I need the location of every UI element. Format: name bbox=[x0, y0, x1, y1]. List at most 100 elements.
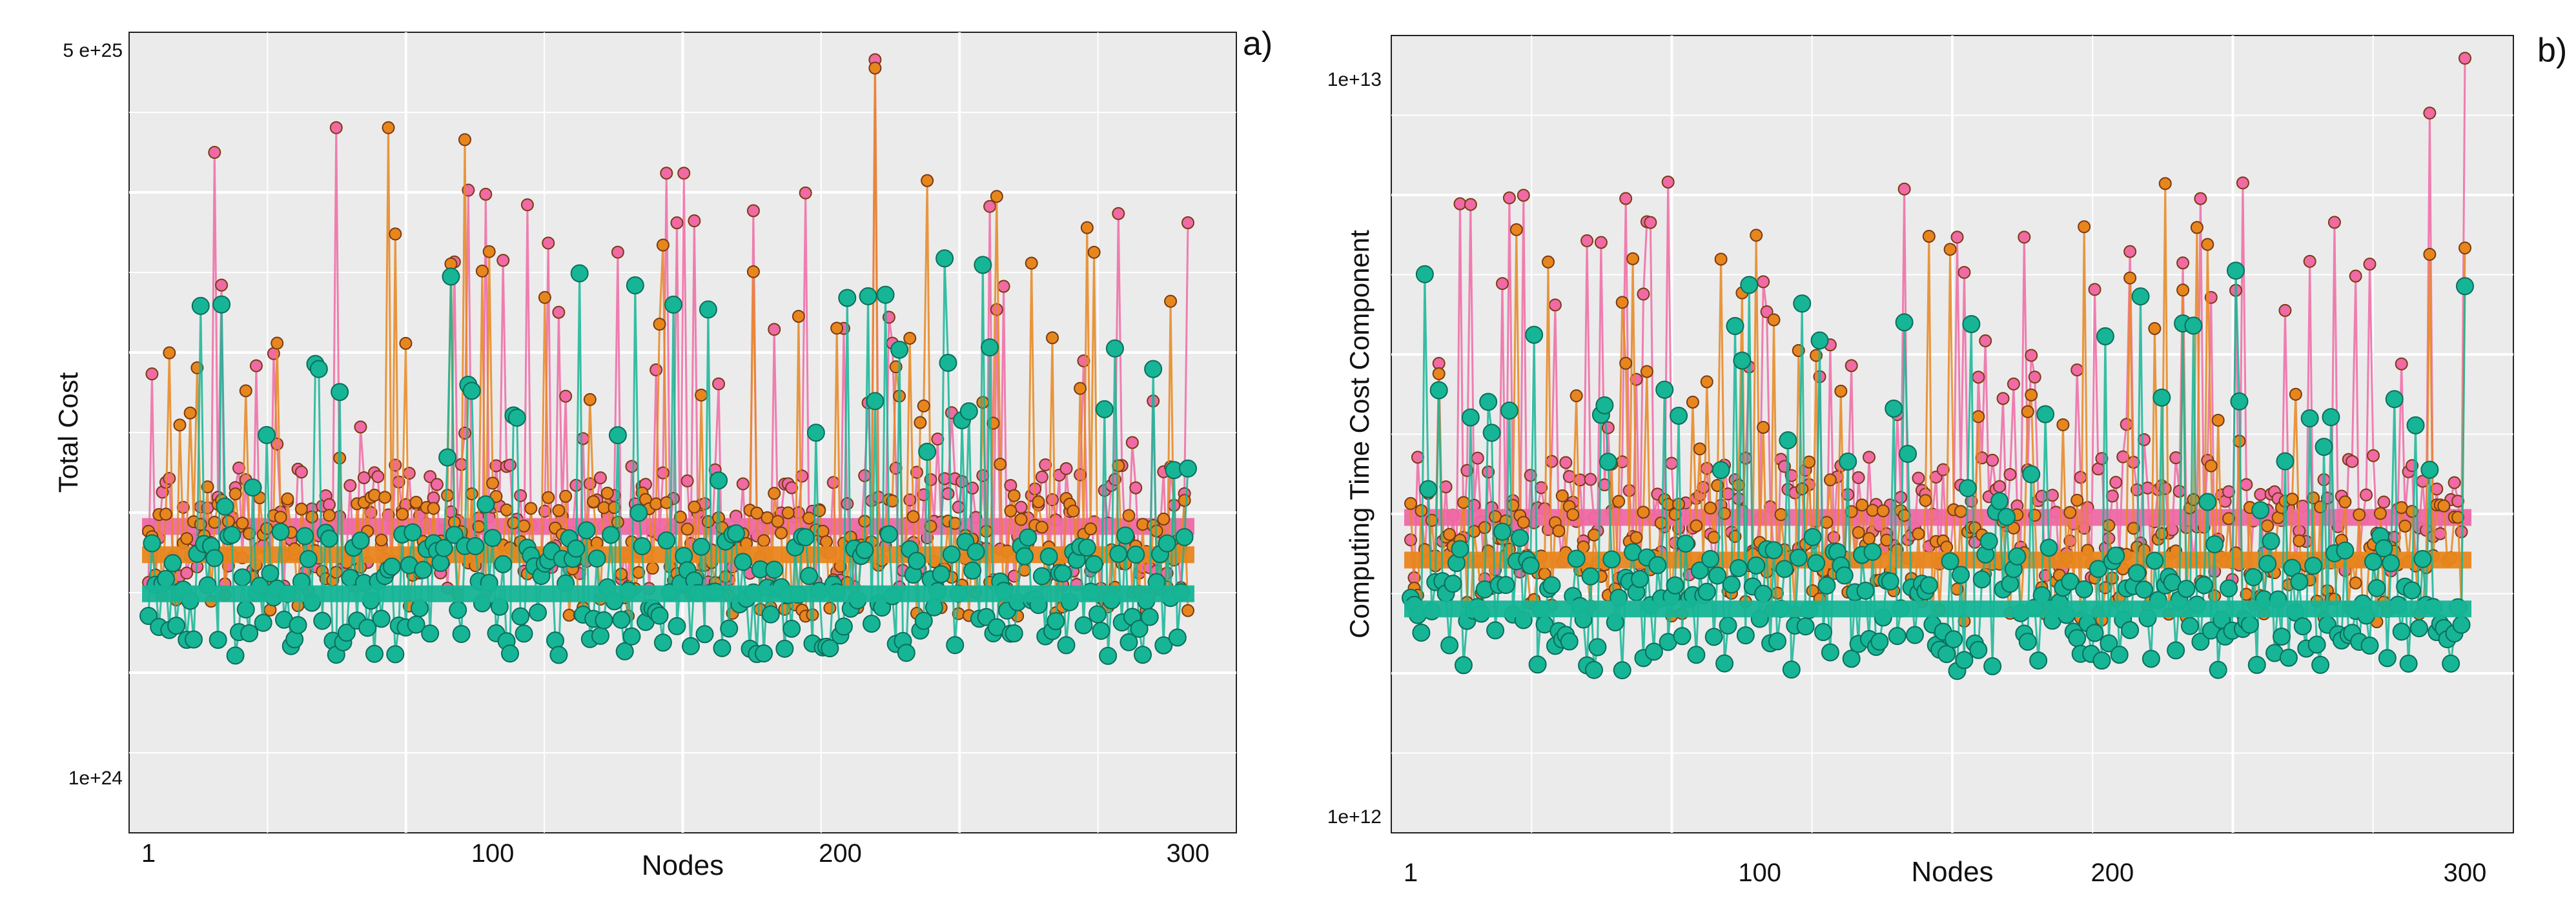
data-point bbox=[567, 539, 586, 558]
data-point bbox=[1712, 461, 1730, 480]
data-point bbox=[223, 526, 241, 544]
data-point bbox=[2336, 541, 2355, 560]
data-point bbox=[2240, 615, 2259, 634]
data-point bbox=[966, 542, 985, 561]
data-point bbox=[496, 254, 510, 267]
data-point bbox=[1175, 528, 1194, 547]
data-point bbox=[2127, 522, 2140, 535]
data-point bbox=[163, 472, 176, 485]
data-point bbox=[649, 363, 663, 376]
data-point bbox=[1817, 576, 1836, 595]
data-point bbox=[2315, 438, 2333, 456]
data-point bbox=[529, 603, 547, 622]
data-point bbox=[323, 498, 336, 511]
data-point bbox=[1796, 617, 1815, 636]
data-point bbox=[1612, 495, 1626, 508]
data-point bbox=[458, 426, 471, 440]
data-point bbox=[2209, 660, 2227, 679]
data-point bbox=[2451, 511, 2465, 524]
data-point bbox=[1007, 489, 1021, 502]
data-point bbox=[2227, 261, 2245, 280]
data-point bbox=[1894, 491, 1908, 504]
data-point bbox=[2184, 316, 2203, 335]
data-point bbox=[2311, 655, 2330, 674]
data-point bbox=[1922, 230, 1936, 243]
data-point bbox=[695, 388, 708, 402]
data-point bbox=[1085, 555, 1103, 573]
y-axis-label: Computing Time Cost Component bbox=[1344, 230, 1375, 638]
data-point bbox=[2338, 495, 2352, 509]
data-point bbox=[1648, 556, 1667, 575]
data-point bbox=[1760, 305, 1774, 318]
data-point bbox=[1092, 622, 1110, 640]
data-point bbox=[445, 526, 464, 544]
data-point bbox=[625, 460, 639, 473]
data-point bbox=[1937, 645, 1956, 664]
data-point bbox=[1506, 498, 1520, 512]
data-point bbox=[386, 645, 405, 664]
data-point bbox=[2205, 535, 2224, 554]
data-point bbox=[1835, 566, 1854, 585]
data-point bbox=[559, 389, 573, 403]
data-point bbox=[2074, 471, 2087, 484]
data-point bbox=[1615, 296, 1629, 309]
data-point bbox=[180, 566, 194, 580]
data-point bbox=[622, 627, 641, 646]
data-point bbox=[2240, 478, 2253, 491]
data-point bbox=[1945, 630, 1963, 649]
data-point bbox=[1996, 392, 2010, 405]
data-point bbox=[343, 479, 357, 493]
data-point bbox=[329, 566, 343, 579]
data-point bbox=[1670, 406, 1688, 425]
data-point bbox=[1502, 191, 1516, 205]
data-point bbox=[504, 458, 516, 472]
data-point bbox=[1119, 633, 1138, 651]
data-point bbox=[2131, 287, 2150, 306]
data-point bbox=[1560, 632, 1579, 651]
x-tick-label: 100 bbox=[1738, 859, 1781, 887]
data-point bbox=[180, 532, 194, 546]
data-point bbox=[820, 535, 833, 549]
data-point bbox=[2152, 388, 2171, 407]
data-point bbox=[2349, 269, 2362, 283]
data-point bbox=[1125, 436, 1139, 449]
data-point bbox=[863, 615, 881, 633]
data-point bbox=[1747, 556, 1766, 575]
data-point bbox=[414, 560, 433, 579]
data-point bbox=[1545, 454, 1559, 468]
data-point bbox=[2230, 392, 2249, 411]
data-point bbox=[1411, 451, 1424, 464]
data-point bbox=[320, 529, 338, 548]
data-point bbox=[2211, 413, 2225, 427]
data-point bbox=[229, 487, 242, 501]
data-point bbox=[2008, 547, 2027, 566]
data-point bbox=[1594, 236, 1608, 249]
data-point bbox=[421, 624, 440, 643]
data-point bbox=[258, 425, 276, 444]
data-point bbox=[249, 359, 263, 373]
data-point bbox=[1127, 545, 1145, 564]
data-point bbox=[2364, 553, 2382, 571]
data-point bbox=[2456, 277, 2474, 296]
data-point bbox=[1644, 216, 1657, 229]
data-point bbox=[2307, 491, 2320, 505]
data-point bbox=[1912, 527, 1925, 540]
data-point bbox=[2385, 390, 2404, 409]
data-point bbox=[841, 497, 854, 511]
data-point bbox=[1014, 513, 1028, 526]
data-point bbox=[1178, 494, 1191, 507]
data-point bbox=[608, 426, 627, 445]
data-point bbox=[1453, 197, 1467, 210]
data-point bbox=[1990, 492, 2009, 511]
data-point bbox=[458, 133, 471, 147]
data-point bbox=[378, 491, 392, 504]
data-point bbox=[1661, 175, 1675, 189]
data-point bbox=[2061, 572, 2080, 591]
data-point bbox=[261, 564, 280, 583]
data-point bbox=[859, 287, 877, 305]
data-point bbox=[2458, 241, 2471, 255]
data-point bbox=[2403, 581, 2422, 600]
data-point bbox=[1493, 522, 1511, 541]
data-point bbox=[145, 367, 159, 381]
data-point bbox=[382, 557, 401, 576]
